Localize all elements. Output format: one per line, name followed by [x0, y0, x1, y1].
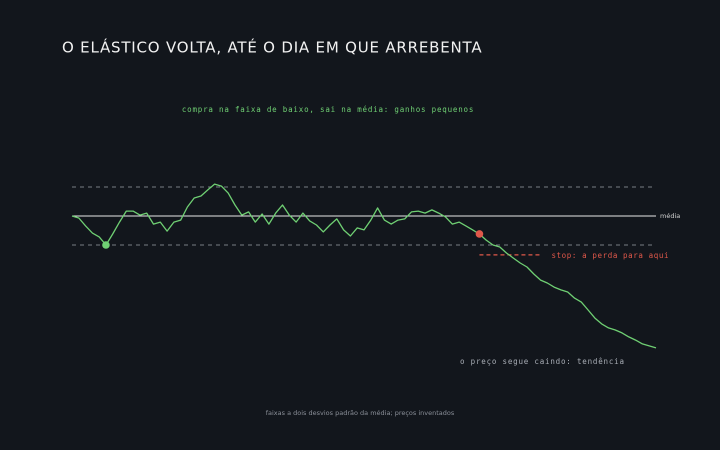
- footnote: faixas a dois desvios padrão da média; p…: [266, 409, 455, 417]
- chart-title: O ELÁSTICO VOLTA, ATÉ O DIA EM QUE ARREB…: [62, 38, 482, 57]
- subtitle: compra na faixa de baixo, sai na média: …: [182, 105, 474, 114]
- price-line: [71, 183, 657, 349]
- entry-dot: [102, 241, 110, 249]
- stop-label: stop: a perda para aqui: [551, 251, 669, 260]
- mean-label: média: [660, 212, 680, 220]
- trend-label: o preço segue caindo: tendência: [460, 357, 625, 366]
- stop-dot: [475, 230, 484, 238]
